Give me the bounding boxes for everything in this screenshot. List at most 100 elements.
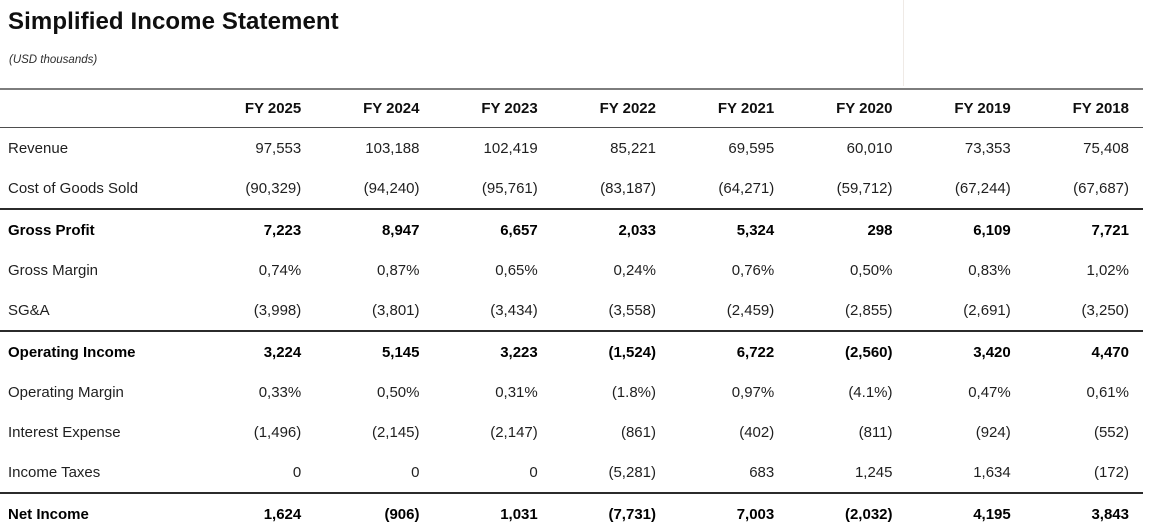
value-cell: 0,61% — [1086, 383, 1129, 401]
value-cell: 0,87% — [376, 261, 420, 279]
value-cell: (924) — [975, 423, 1011, 441]
column-header: FY 2019 — [906, 89, 1025, 128]
row-label: Operating Margin — [8, 383, 124, 401]
table-row: Revenue 97,553 103,188 102,419 85,221 69,595 6… — [0, 128, 1143, 169]
column-header: FY 2023 — [433, 89, 552, 128]
value-cell: 1,624 — [197, 492, 316, 528]
value-cell: 1,031 — [433, 492, 552, 528]
value-cell: 85,221 — [610, 139, 656, 157]
row-label: Income Taxes — [8, 463, 101, 481]
value-cell: 0,47% — [968, 383, 1011, 401]
value-cell: 0,31% — [495, 383, 538, 401]
value-cell: 3,223 — [433, 330, 552, 372]
value-cell: 6,722 — [670, 330, 789, 372]
value-cell: 0,65% — [495, 261, 538, 279]
value-cell: (2,145) — [371, 423, 420, 441]
value-cell: (906) — [315, 492, 434, 528]
value-cell: 1,02% — [1086, 261, 1129, 279]
row-label: Interest Expense — [8, 423, 121, 441]
value-cell: (3,801) — [371, 301, 420, 319]
column-edge-divider — [903, 0, 904, 86]
value-cell: 0 — [529, 463, 538, 481]
row-label: Cost of Goods Sold — [8, 179, 139, 197]
value-cell: (2,560) — [788, 330, 907, 372]
value-cell: 69,595 — [728, 139, 775, 157]
value-cell: (59,712) — [836, 179, 893, 197]
value-cell: (7,731) — [551, 492, 670, 528]
value-cell: 0 — [411, 463, 420, 481]
value-cell: 1,634 — [973, 463, 1011, 481]
header-row: FY 2025 FY 2024 FY 2023 FY 2022 FY 2021 FY 20… — [0, 89, 1143, 128]
row-label: Operating Income — [0, 330, 197, 372]
column-header: FY 2020 — [788, 89, 907, 128]
value-cell: 0,24% — [613, 261, 656, 279]
value-cell: (2,855) — [844, 301, 893, 319]
value-cell: 0,83% — [968, 261, 1011, 279]
value-cell: (2,147) — [490, 423, 538, 441]
row-label: Gross Profit — [0, 208, 197, 250]
value-cell: 103,188 — [365, 139, 420, 157]
table-header: FY 2025 FY 2024 FY 2023 FY 2022 FY 2021 FY 20… — [0, 89, 1143, 128]
value-cell: (3,558) — [608, 301, 656, 319]
value-cell: (83,187) — [600, 179, 656, 197]
value-cell: 1,245 — [854, 463, 893, 481]
value-cell: (2,032) — [788, 492, 907, 528]
column-header: FY 2021 — [670, 89, 789, 128]
row-label: Net Income — [0, 492, 197, 528]
value-cell: 0,74% — [258, 261, 302, 279]
value-cell: (1.8%) — [611, 383, 656, 401]
value-cell: 298 — [788, 208, 907, 250]
value-cell: (3,250) — [1081, 301, 1129, 319]
value-cell: 4,195 — [906, 492, 1025, 528]
value-cell: (402) — [739, 423, 775, 441]
value-cell: (94,240) — [363, 179, 420, 197]
page-title: Simplified Income Statement — [8, 8, 339, 35]
value-cell: 8,947 — [315, 208, 434, 250]
column-header: FY 2025 — [197, 89, 316, 128]
value-cell: 3,843 — [1024, 492, 1143, 528]
column-header: FY 2024 — [315, 89, 434, 128]
value-cell: 7,003 — [670, 492, 789, 528]
value-cell: (3,998) — [253, 301, 302, 319]
value-cell: 60,010 — [846, 139, 893, 157]
column-header: FY 2022 — [551, 89, 670, 128]
value-cell: (552) — [1093, 423, 1129, 441]
value-cell: 7,223 — [197, 208, 316, 250]
table-row: Operating Income 3,224 5,145 3,223 (1,524) 6,… — [0, 330, 1143, 372]
table-row: Gross Margin 0,74% 0,87% 0,65% 0,24% 0,76% 0,5… — [0, 250, 1143, 290]
units-note: (USD thousands) — [9, 54, 98, 66]
value-cell: 0 — [292, 463, 302, 481]
corner-cell — [0, 89, 197, 128]
value-cell: (2,459) — [726, 301, 775, 319]
value-cell: 0,97% — [731, 383, 775, 401]
income-statement-table: FY 2025 FY 2024 FY 2023 FY 2022 FY 2021 FY 20… — [0, 88, 1143, 528]
value-cell: (67,687) — [1073, 179, 1129, 197]
value-cell: 0,50% — [849, 261, 893, 279]
table-row: Interest Expense (1,496) (2,145) (2,147) (86… — [0, 412, 1143, 452]
table-row: SG&A (3,998) (3,801) (3,434) (3,558) (2,459) (… — [0, 290, 1143, 331]
value-cell: (172) — [1093, 463, 1129, 481]
value-cell: 3,420 — [906, 330, 1025, 372]
table-row: Gross Profit 7,223 8,947 6,657 2,033 5,324 298… — [0, 208, 1143, 250]
value-cell: (3,434) — [490, 301, 538, 319]
value-cell: 6,109 — [906, 208, 1025, 250]
value-cell: (95,761) — [481, 179, 538, 197]
value-cell: 3,224 — [197, 330, 316, 372]
row-label: SG&A — [8, 301, 50, 319]
value-cell: 2,033 — [551, 208, 670, 250]
value-cell: (67,244) — [954, 179, 1011, 197]
value-cell: (1,496) — [253, 423, 302, 441]
value-cell: 6,657 — [433, 208, 552, 250]
value-cell: (64,271) — [718, 179, 775, 197]
value-cell: (5,281) — [608, 463, 656, 481]
value-cell: 0,33% — [258, 383, 302, 401]
row-label: Revenue — [8, 139, 69, 157]
value-cell: 75,408 — [1083, 139, 1129, 157]
value-cell: 5,145 — [315, 330, 434, 372]
table-row: Net Income 1,624 (906) 1,031 (7,731) 7,003 (2,… — [0, 492, 1143, 528]
value-cell: (90,329) — [245, 179, 302, 197]
value-cell: 0,76% — [731, 261, 775, 279]
column-header: FY 2018 — [1024, 89, 1143, 128]
table-body: Revenue 97,553 103,188 102,419 85,221 69,595 6… — [0, 128, 1143, 528]
